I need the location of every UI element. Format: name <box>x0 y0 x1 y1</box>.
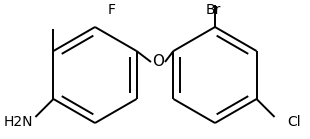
Text: Cl: Cl <box>287 115 301 129</box>
Text: Br: Br <box>205 3 221 17</box>
Text: H2N: H2N <box>3 115 33 129</box>
Text: F: F <box>108 3 116 17</box>
Text: O: O <box>152 54 164 70</box>
